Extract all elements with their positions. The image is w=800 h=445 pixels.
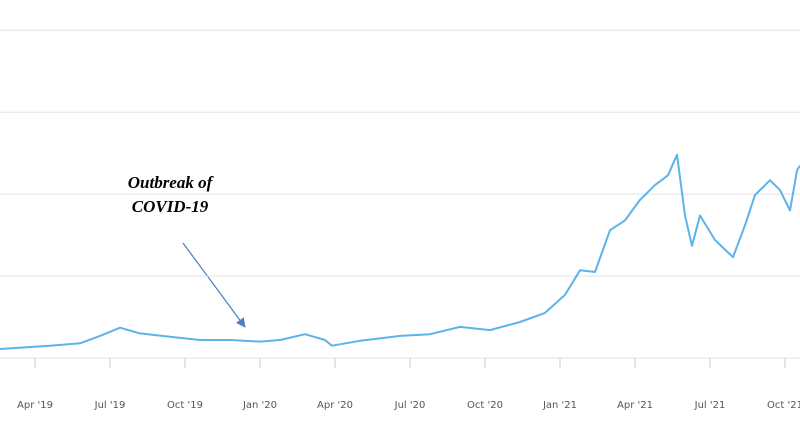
x-tick-label: Oct '19 — [167, 400, 203, 411]
annotation: COVID-19 — [132, 197, 209, 216]
x-tick-label: Jan '20 — [242, 400, 277, 411]
x-tick-label: Jul '20 — [394, 400, 426, 411]
x-tick-label: Apr '19 — [17, 400, 53, 411]
x-tick-label: Oct '20 — [467, 400, 503, 411]
line-series — [0, 153, 800, 350]
x-tick-label: Apr '21 — [617, 400, 653, 411]
annotation-arrow — [182, 242, 246, 328]
x-tick-label: Apr '20 — [317, 400, 353, 411]
x-tick-label: Jul '21 — [694, 400, 726, 411]
x-tick-label: Oct '21 — [767, 400, 800, 411]
x-tick-label: Jul '19 — [94, 400, 126, 411]
annotation: Outbreak of — [128, 173, 215, 192]
x-tick-label: Jan '21 — [542, 400, 577, 411]
